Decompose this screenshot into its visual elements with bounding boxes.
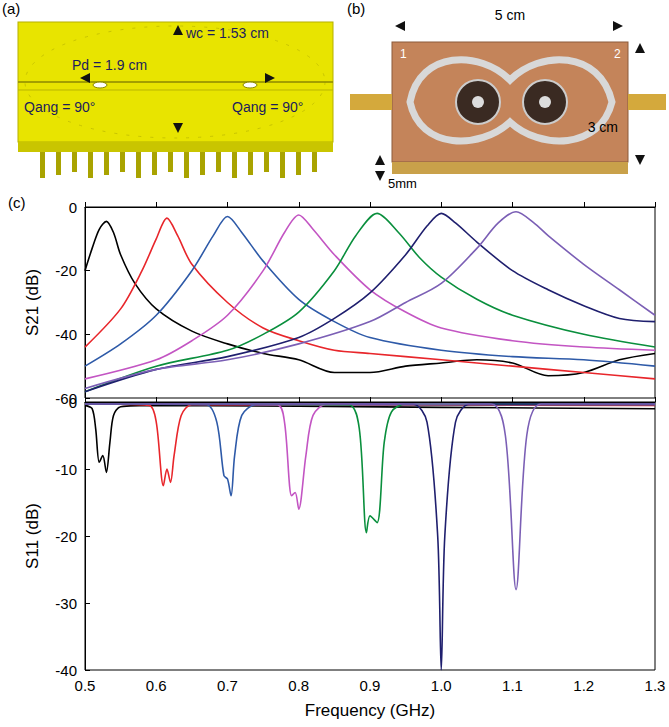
svg-text:1.0: 1.0 [431, 677, 452, 694]
svg-text:0: 0 [69, 394, 77, 411]
svg-text:5mm: 5mm [388, 176, 417, 191]
svg-text:2: 2 [614, 47, 621, 61]
svg-text:0.9: 0.9 [360, 677, 381, 694]
svg-text:-60: -60 [55, 389, 77, 407]
svg-text:(a): (a) [2, 0, 20, 17]
svg-text:0.8: 0.8 [288, 677, 309, 694]
svg-text:0.5: 0.5 [75, 677, 96, 694]
svg-text:Frequency (GHz): Frequency (GHz) [305, 701, 435, 720]
svg-text:(b): (b) [347, 0, 365, 17]
svg-text:Pd = 1.9 cm: Pd = 1.9 cm [72, 57, 147, 73]
svg-text:-40: -40 [55, 662, 77, 679]
svg-text:wc = 1.53 cm: wc = 1.53 cm [185, 25, 269, 41]
svg-text:1.1: 1.1 [502, 677, 523, 694]
svg-text:-40: -40 [55, 326, 77, 343]
svg-text:-20: -20 [55, 262, 77, 279]
svg-text:S21 (dB): S21 (dB) [23, 269, 42, 336]
svg-text:1.2: 1.2 [573, 677, 594, 694]
svg-text:Qang = 90°: Qang = 90° [232, 99, 303, 115]
svg-text:S11 (dB): S11 (dB) [23, 503, 42, 569]
svg-text:-20: -20 [55, 528, 77, 545]
svg-text:-30: -30 [55, 595, 77, 612]
svg-text:0: 0 [69, 199, 77, 216]
svg-text:1.3: 1.3 [645, 677, 666, 694]
svg-text:5 cm: 5 cm [495, 7, 525, 23]
svg-text:0.6: 0.6 [146, 677, 167, 694]
svg-text:1: 1 [400, 47, 407, 61]
svg-text:-10: -10 [55, 461, 77, 478]
svg-text:0.7: 0.7 [217, 677, 238, 694]
svg-text:Qang = 90°: Qang = 90° [24, 99, 95, 115]
svg-text:(c): (c) [8, 195, 26, 211]
svg-text:3 cm: 3 cm [588, 119, 618, 135]
